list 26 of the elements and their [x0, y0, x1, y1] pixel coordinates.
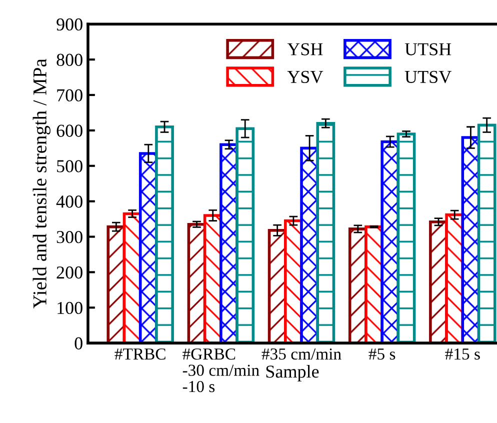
bar: [396, 132, 416, 344]
legend-label: YSV: [287, 70, 324, 84]
y-tick-label: 500: [57, 160, 82, 172]
y-tick-label: 700: [57, 89, 82, 102]
bar: [155, 125, 174, 344]
legend-label: UTSV: [404, 70, 452, 84]
bar: [477, 124, 496, 344]
legend-label: YSH: [287, 43, 323, 56]
y-tick-label: 0: [74, 337, 82, 350]
bar: [316, 122, 336, 344]
x-tick-label: #TRBC: [114, 348, 166, 360]
x-tick-label: #15 s: [445, 348, 480, 360]
x-tick-label: #5 s: [368, 348, 396, 360]
x-tick-label: #35 cm/min: [262, 348, 342, 360]
y-tick-label: 200: [56, 266, 82, 279]
y-tick-label: 800: [56, 54, 82, 66]
x-tick-label: #GRBC -30 cm/min -10 s: [182, 348, 260, 392]
y-tick-label: 400: [56, 196, 82, 208]
y-tick-label: 900: [56, 18, 82, 31]
y-tick-label: 600: [56, 124, 82, 137]
y-tick-label: 100: [58, 302, 82, 314]
y-tick-label: 300: [56, 230, 82, 244]
legend-label: UTSH: [404, 43, 452, 56]
bar: [236, 127, 255, 344]
y-axis-title: Yield and tensile strength / MPa: [32, 58, 50, 308]
x-axis-title: Sample: [266, 365, 319, 382]
